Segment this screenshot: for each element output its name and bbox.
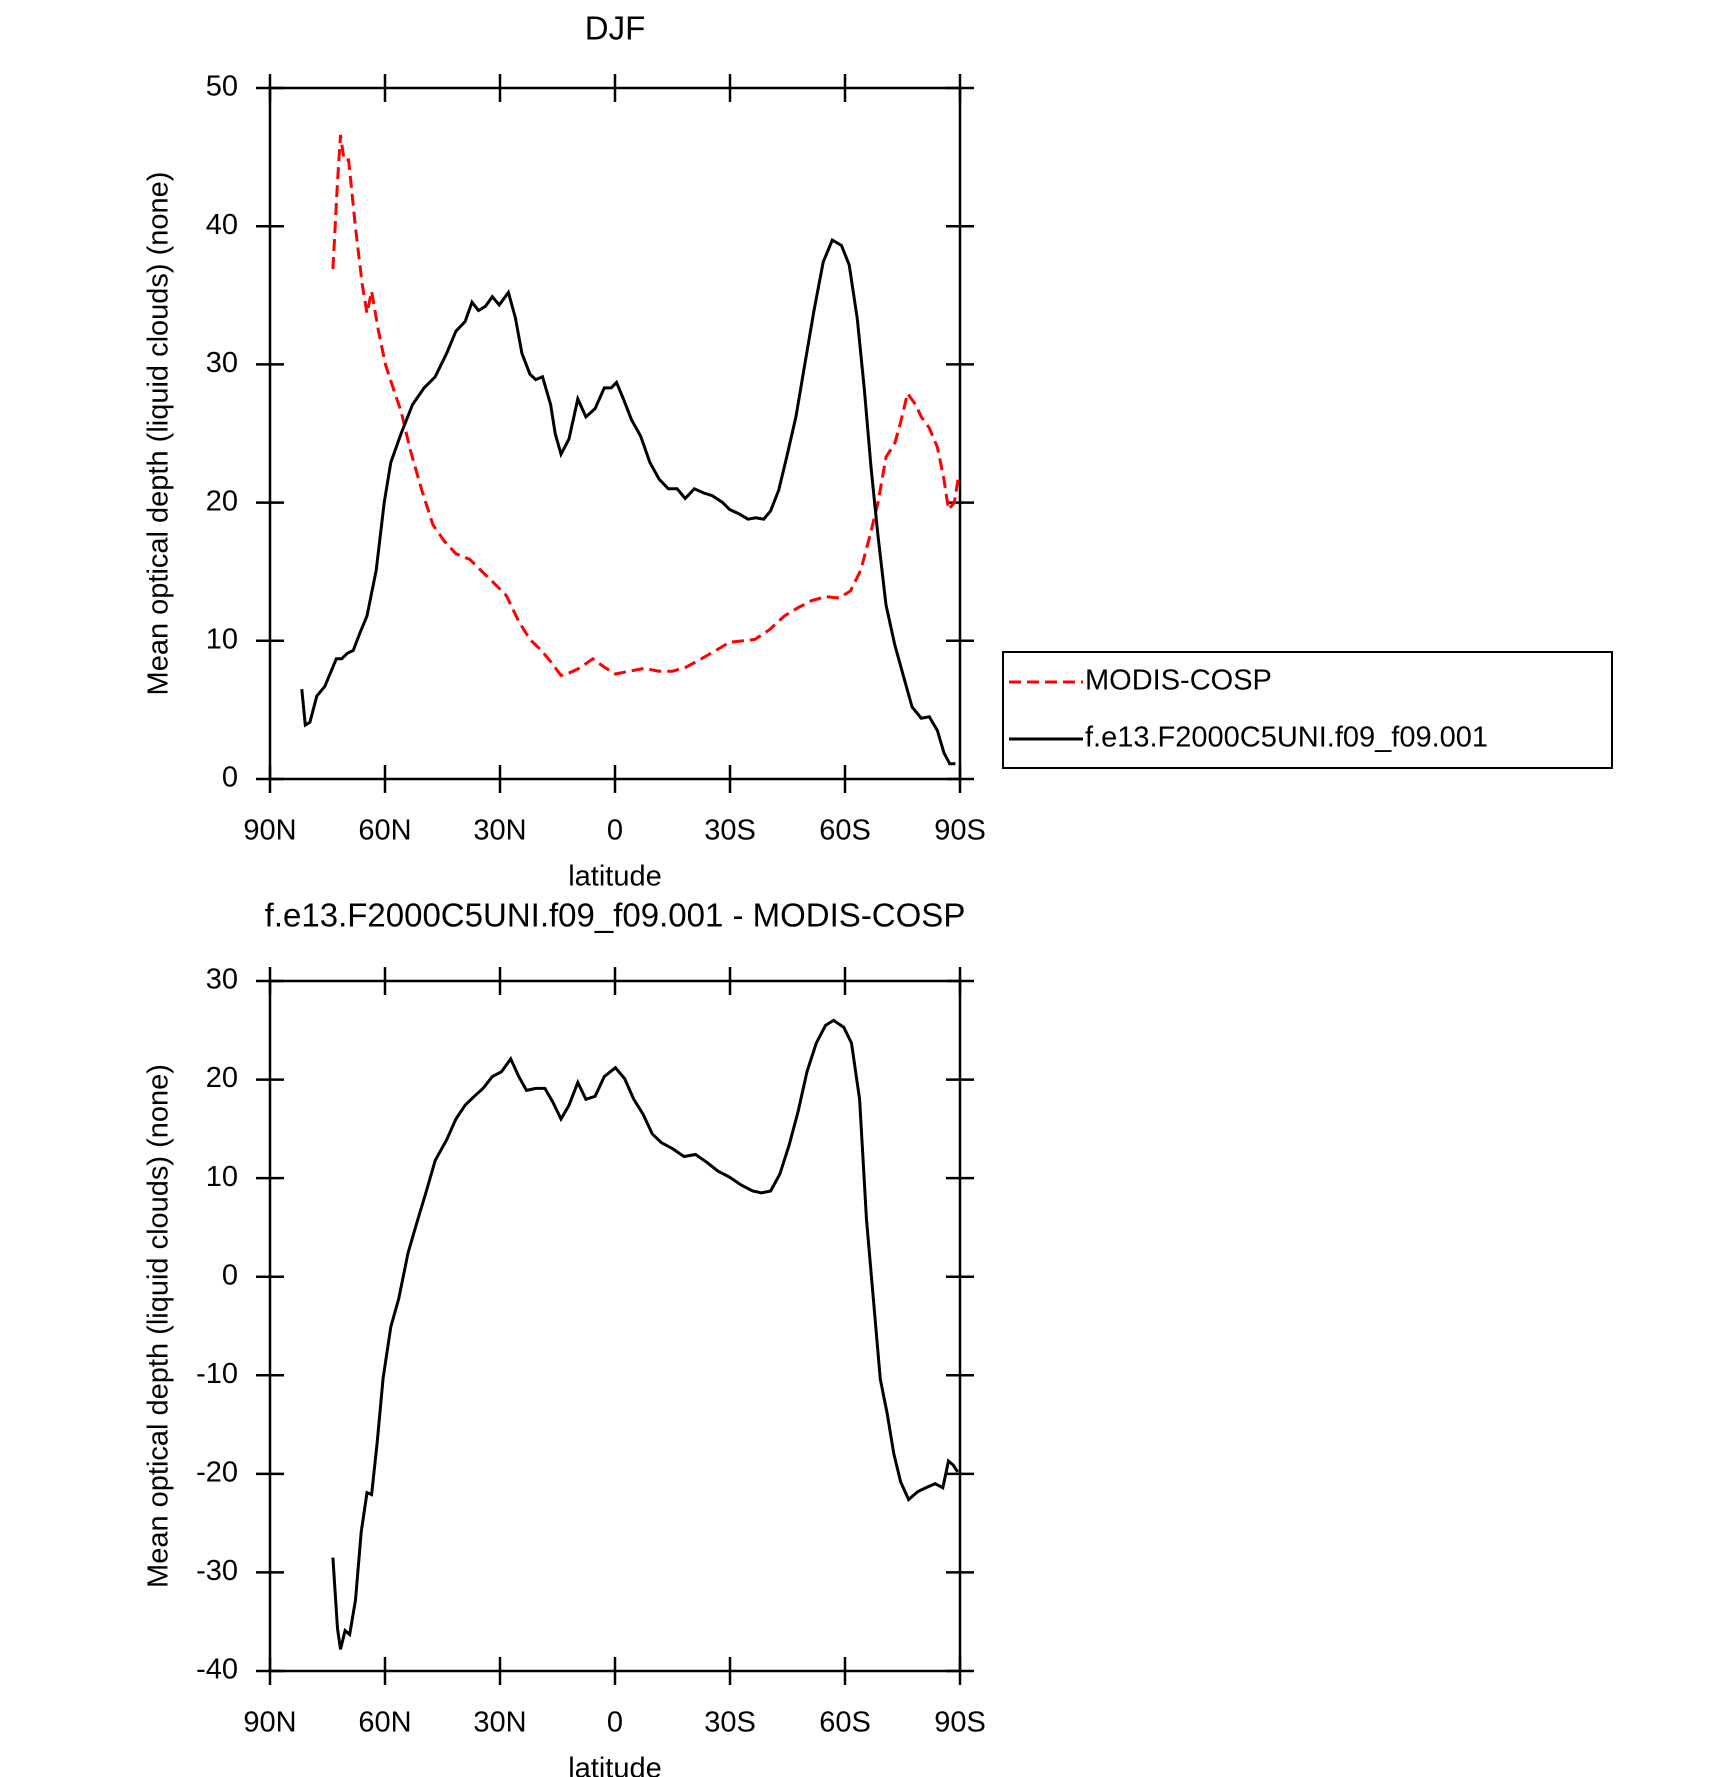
x-tick-label: 90S	[934, 815, 986, 847]
x-tick-label: 30S	[704, 1707, 756, 1739]
x-axis-label: latitude	[568, 1753, 662, 1777]
y-axis-label: Mean optical depth (liquid clouds) (none…	[143, 172, 175, 696]
y-tick-label: 40	[206, 209, 238, 241]
x-tick-label: 90S	[934, 1707, 986, 1739]
y-tick-label: -40	[196, 1654, 238, 1686]
x-tick-label: 30N	[473, 815, 526, 847]
chart: f.e13.F2000C5UNI.f09_f09.001 - MODIS-COS…	[143, 897, 986, 1777]
x-tick-label: 90N	[243, 1707, 296, 1739]
x-tick-label: 30S	[704, 815, 756, 847]
legend-label: f.e13.F2000C5UNI.f09_f09.001	[1085, 722, 1488, 754]
y-tick-label: 30	[206, 964, 238, 996]
x-tick-label: 0	[607, 815, 623, 847]
x-tick-label: 0	[607, 1707, 623, 1739]
y-tick-label: 20	[206, 1062, 238, 1094]
y-tick-label: -30	[196, 1555, 238, 1587]
y-tick-label: -10	[196, 1358, 238, 1390]
x-tick-label: 60S	[819, 1707, 871, 1739]
x-axis-label: latitude	[568, 861, 662, 893]
x-tick-label: 30N	[473, 1707, 526, 1739]
legend-label: MODIS-COSP	[1085, 665, 1272, 697]
legend-frame	[1002, 651, 1613, 769]
y-tick-label: 0	[222, 762, 238, 794]
y-tick-label: 30	[206, 347, 238, 379]
y-tick-label: -20	[196, 1457, 238, 1489]
chart: DJF 90N 60N 30N 0 30S 60S 90S 0 10 20 30 40 50 latitud…	[143, 10, 1613, 893]
x-tick-label: 60N	[358, 1707, 411, 1739]
y-tick-label: 10	[206, 623, 238, 655]
data-line	[300, 237, 956, 766]
data-line	[331, 1018, 959, 1650]
x-tick-label: 60S	[819, 815, 871, 847]
chart-title: DJF	[585, 10, 646, 47]
y-axis-label: Mean optical depth (liquid clouds) (none…	[143, 1064, 175, 1588]
y-tick-label: 10	[206, 1161, 238, 1193]
chart-title: f.e13.F2000C5UNI.f09_f09.001 - MODIS-COS…	[265, 897, 966, 934]
data-line	[331, 134, 961, 678]
y-tick-label: 20	[206, 485, 238, 517]
x-tick-label: 60N	[358, 815, 411, 847]
y-tick-label: 0	[222, 1259, 238, 1291]
y-tick-label: 50	[206, 71, 238, 103]
x-tick-label: 90N	[243, 815, 296, 847]
